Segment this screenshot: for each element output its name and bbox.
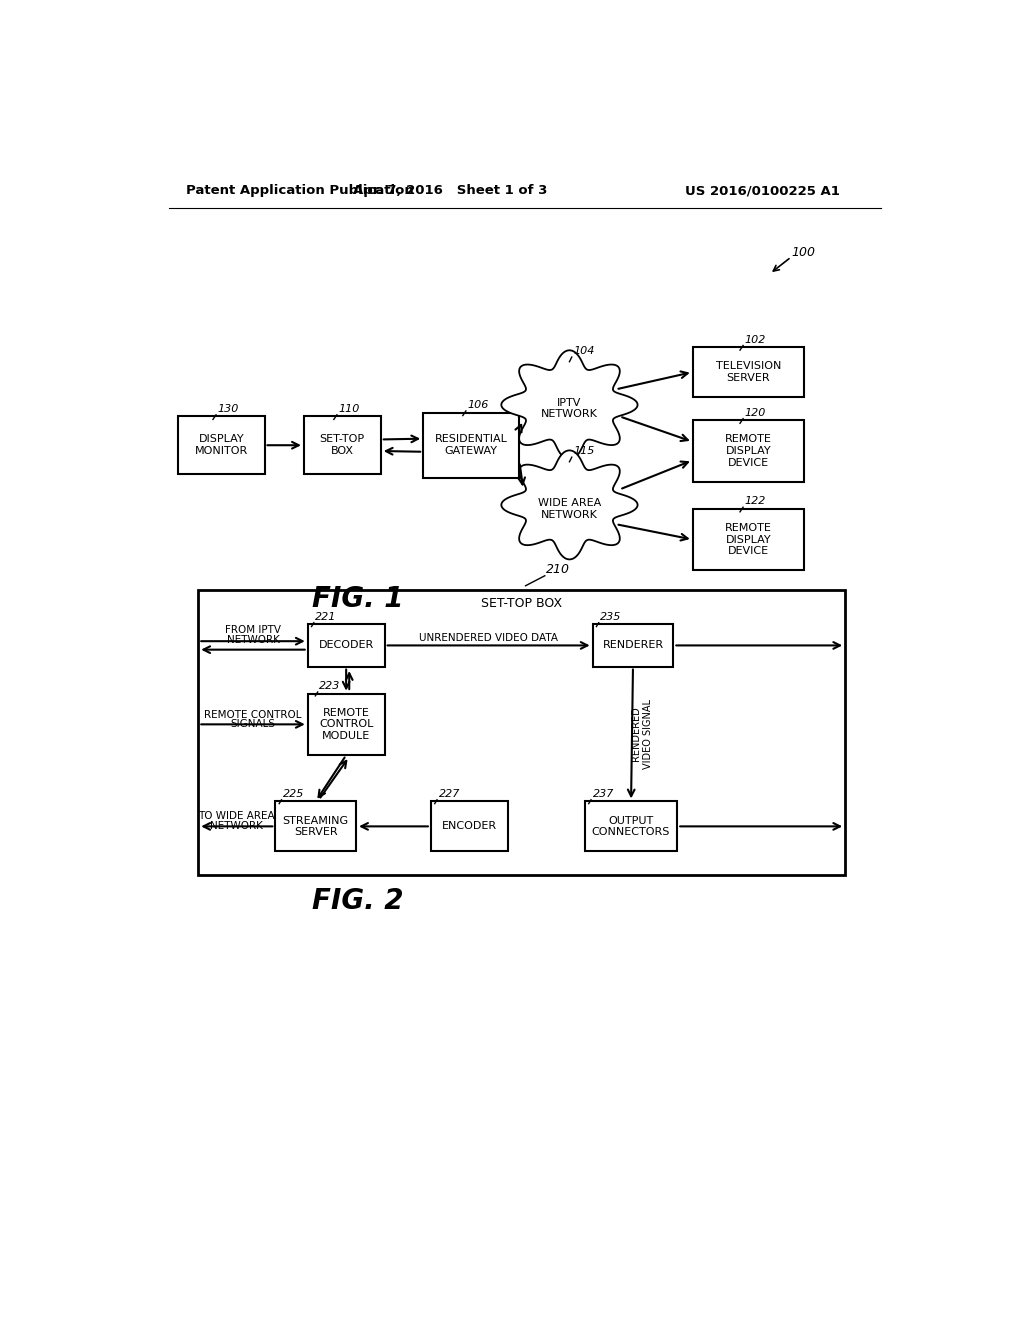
Text: FIG. 1: FIG. 1 xyxy=(312,585,403,612)
Text: REMOTE
DISPLAY
DEVICE: REMOTE DISPLAY DEVICE xyxy=(725,523,772,556)
FancyBboxPatch shape xyxy=(307,624,385,667)
Text: RENDERER: RENDERER xyxy=(602,640,664,651)
Text: REMOTE
DISPLAY
DEVICE: REMOTE DISPLAY DEVICE xyxy=(725,434,772,467)
Text: NETWORK: NETWORK xyxy=(210,821,263,830)
Text: 130: 130 xyxy=(217,404,239,414)
Text: REMOTE
CONTROL
MODULE: REMOTE CONTROL MODULE xyxy=(318,708,374,741)
Text: 223: 223 xyxy=(319,681,341,692)
FancyBboxPatch shape xyxy=(199,590,845,875)
Text: 235: 235 xyxy=(600,612,622,622)
Text: IPTV
NETWORK: IPTV NETWORK xyxy=(541,397,598,420)
Text: FROM IPTV: FROM IPTV xyxy=(225,626,281,635)
Polygon shape xyxy=(502,450,638,560)
Text: 102: 102 xyxy=(744,335,766,345)
Text: SET-TOP BOX: SET-TOP BOX xyxy=(481,597,562,610)
Text: OUTPUT
CONNECTORS: OUTPUT CONNECTORS xyxy=(592,816,671,837)
Text: TO WIDE AREA: TO WIDE AREA xyxy=(199,812,275,821)
Text: Patent Application Publication: Patent Application Publication xyxy=(186,185,414,197)
Text: SIGNALS: SIGNALS xyxy=(230,719,275,730)
FancyBboxPatch shape xyxy=(275,801,356,851)
Text: UNRENDERED VIDEO DATA: UNRENDERED VIDEO DATA xyxy=(419,632,558,643)
Text: ENCODER: ENCODER xyxy=(441,821,497,832)
Text: 210: 210 xyxy=(547,562,570,576)
FancyBboxPatch shape xyxy=(692,347,804,397)
Text: FIG. 2: FIG. 2 xyxy=(312,887,403,916)
Text: 221: 221 xyxy=(315,612,337,622)
Polygon shape xyxy=(502,350,638,459)
Text: 110: 110 xyxy=(339,404,359,414)
Text: WIDE AREA
NETWORK: WIDE AREA NETWORK xyxy=(538,498,601,520)
Text: 100: 100 xyxy=(792,246,815,259)
Text: 104: 104 xyxy=(573,346,595,356)
Text: Apr. 7, 2016   Sheet 1 of 3: Apr. 7, 2016 Sheet 1 of 3 xyxy=(353,185,547,197)
FancyBboxPatch shape xyxy=(423,412,519,478)
Text: 120: 120 xyxy=(744,408,766,418)
Text: DECODER: DECODER xyxy=(318,640,374,651)
Text: 106: 106 xyxy=(467,400,488,411)
Text: RESIDENTIAL
GATEWAY: RESIDENTIAL GATEWAY xyxy=(435,434,508,455)
Text: DISPLAY
MONITOR: DISPLAY MONITOR xyxy=(195,434,248,455)
FancyBboxPatch shape xyxy=(585,801,677,851)
FancyBboxPatch shape xyxy=(593,624,674,667)
FancyBboxPatch shape xyxy=(692,420,804,482)
Text: 225: 225 xyxy=(283,789,304,799)
Text: TELEVISION
SERVER: TELEVISION SERVER xyxy=(716,362,781,383)
Text: REMOTE CONTROL: REMOTE CONTROL xyxy=(204,710,302,721)
FancyBboxPatch shape xyxy=(692,508,804,570)
Text: 115: 115 xyxy=(573,446,595,457)
FancyBboxPatch shape xyxy=(178,416,264,474)
FancyBboxPatch shape xyxy=(431,801,508,851)
FancyBboxPatch shape xyxy=(304,416,381,474)
Text: STREAMING
SERVER: STREAMING SERVER xyxy=(283,816,349,837)
Text: US 2016/0100225 A1: US 2016/0100225 A1 xyxy=(685,185,840,197)
Text: 237: 237 xyxy=(593,789,614,799)
Text: 227: 227 xyxy=(438,789,460,799)
Text: RENDERED
VIDEO SIGNAL: RENDERED VIDEO SIGNAL xyxy=(632,700,653,770)
FancyBboxPatch shape xyxy=(307,693,385,755)
Text: 122: 122 xyxy=(744,496,766,507)
Text: NETWORK: NETWORK xyxy=(226,635,280,644)
Text: SET-TOP
BOX: SET-TOP BOX xyxy=(319,434,365,455)
